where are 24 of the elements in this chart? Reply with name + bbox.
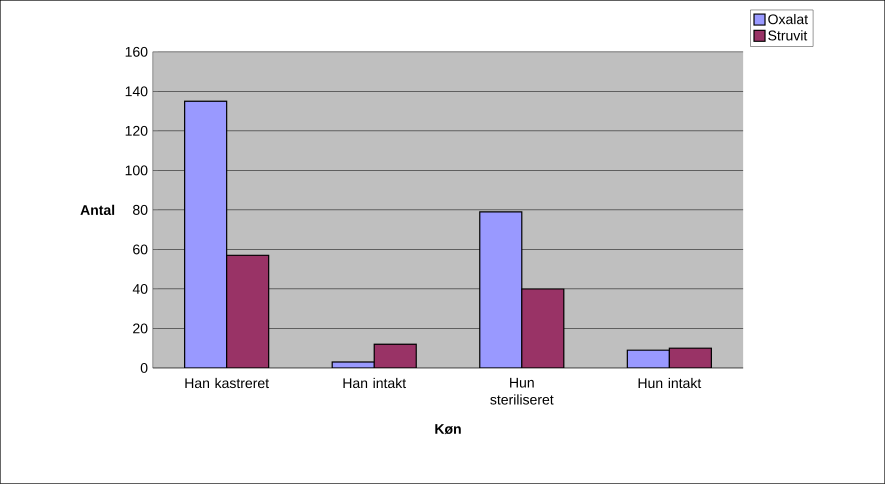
- y-tick-label: 160: [126, 46, 148, 57]
- y-axis-title: Antal: [80, 204, 114, 216]
- y-tick-label: 0: [140, 363, 148, 374]
- x-axis-title: Køn: [435, 424, 461, 434]
- y-tick-label: 140: [126, 86, 148, 96]
- bar: [479, 211, 522, 368]
- legend-label: Struvit: [768, 30, 808, 41]
- y-tick-label: 100: [126, 166, 148, 176]
- bar: [521, 288, 564, 368]
- y-tick-label: 40: [132, 284, 148, 294]
- x-tick-label: Han kastreret: [185, 378, 269, 388]
- x-tick-label: Hun intakt: [638, 378, 702, 388]
- x-tick-label: Han intakt: [343, 378, 406, 388]
- bar: [668, 348, 712, 368]
- bar: [184, 100, 228, 368]
- y-tick-label: 120: [126, 126, 148, 136]
- bar: [226, 254, 270, 368]
- y-tick-label: 60: [133, 244, 148, 254]
- legend-label: Oxalat: [768, 14, 808, 24]
- x-tick-label: Hun steriliseret: [490, 378, 554, 405]
- y-tick-label: 80: [133, 205, 148, 215]
- bar: [626, 350, 670, 368]
- y-tick-label: 20: [133, 324, 148, 334]
- bar: [374, 344, 417, 368]
